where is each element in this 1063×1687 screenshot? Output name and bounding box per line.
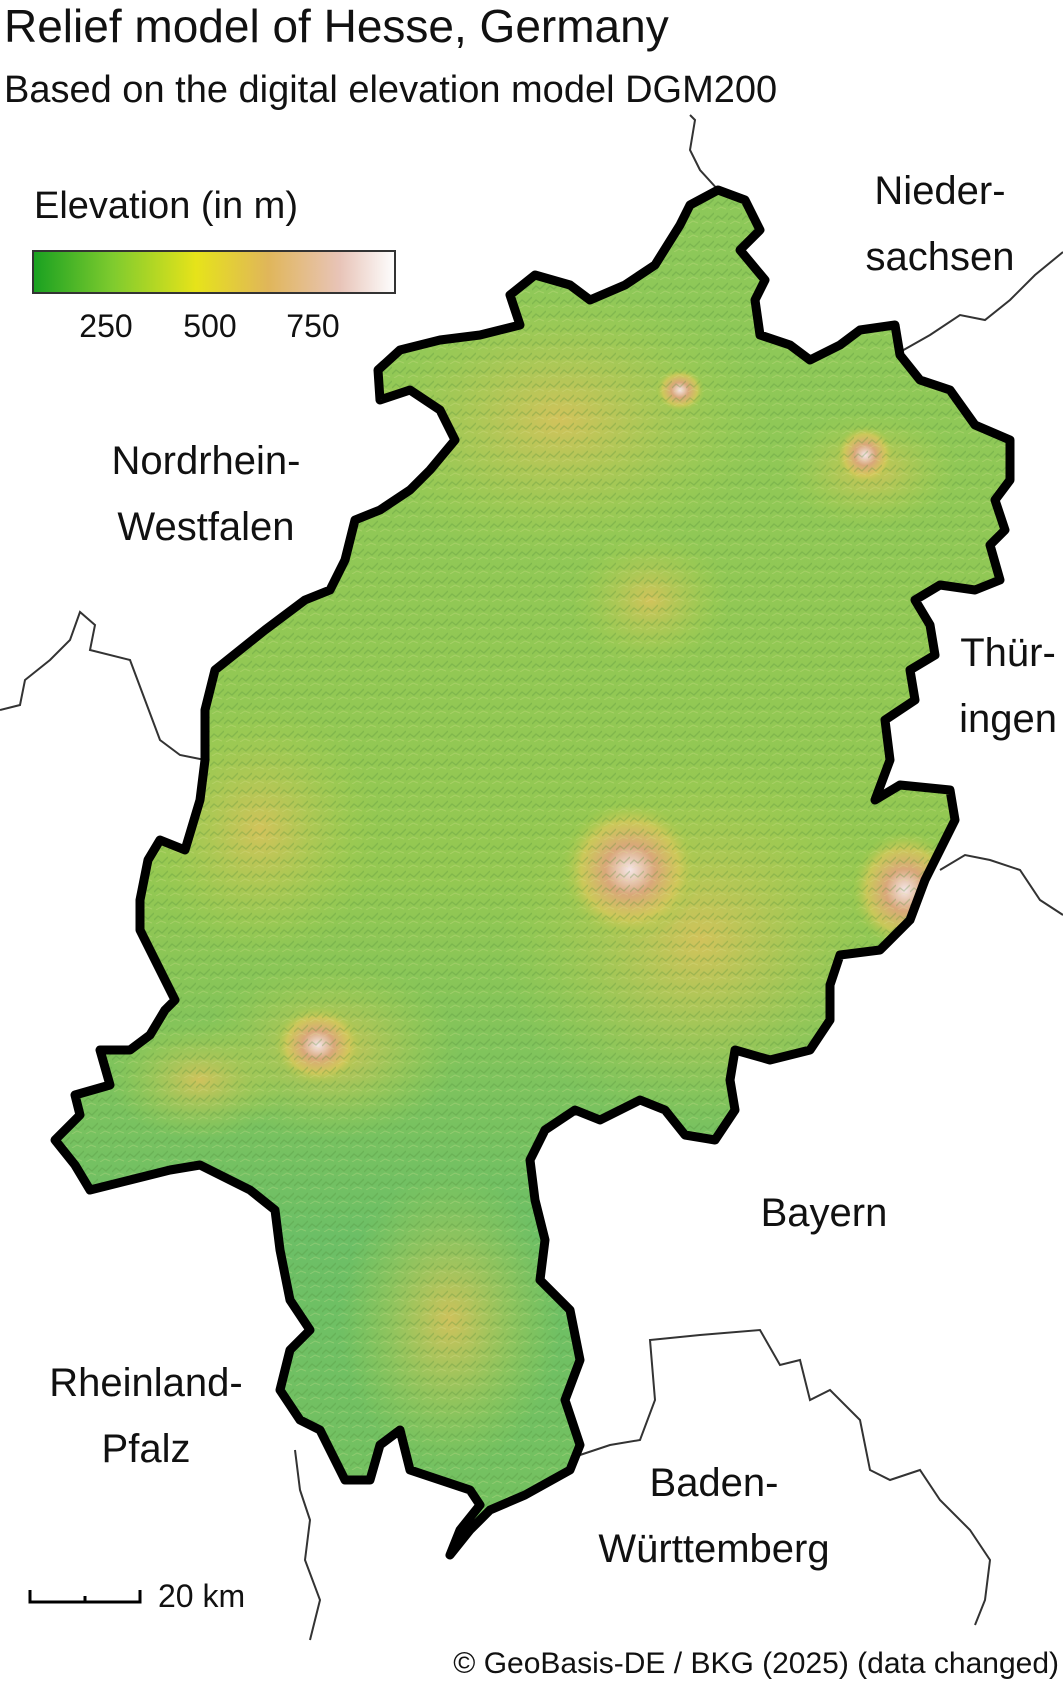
region-label-bayern: Bayern — [761, 1180, 888, 1246]
region-label-baden-wuerttemberg: Baden- Württemberg — [598, 1450, 829, 1582]
map-title: Relief model of Hesse, Germany — [4, 0, 669, 52]
legend-tick-250: 250 — [79, 308, 133, 344]
legend-title: Elevation (in m) — [34, 185, 298, 227]
copyright-credit: © GeoBasis-DE / BKG (2025) (data changed… — [453, 1647, 1059, 1680]
region-label-thueringen: Thür- ingen — [959, 620, 1057, 752]
region-label-line: Württemberg — [598, 1527, 830, 1571]
region-label-line: Nordrhein- — [111, 439, 301, 483]
neighbor-borders — [0, 114, 1063, 1641]
region-label-line: sachsen — [865, 235, 1015, 279]
scale-bar-label: 20 km — [158, 1578, 246, 1614]
legend-tick-750: 750 — [286, 308, 340, 344]
map-subtitle: Based on the digital elevation model DGM… — [4, 69, 778, 111]
scale-bar — [28, 1590, 142, 1604]
region-label-line: Thür- — [960, 631, 1056, 675]
region-label-line: Rheinland- — [49, 1361, 243, 1405]
region-label-niedersachsen: Nieder- sachsen — [866, 158, 1015, 290]
region-label-line: Westfalen — [117, 505, 295, 549]
region-label-line: Pfalz — [101, 1427, 191, 1471]
region-label-rheinland-pfalz: Rheinland- Pfalz — [49, 1350, 242, 1482]
region-label-line: ingen — [959, 697, 1057, 741]
legend-tick-500: 500 — [183, 308, 237, 344]
elevation-color-bar — [32, 250, 396, 294]
region-label-nordrhein-westfalen: Nordrhein- Westfalen — [112, 428, 301, 560]
region-label-line: Bayern — [760, 1191, 888, 1235]
region-label-line: Baden- — [649, 1461, 779, 1505]
region-label-line: Nieder- — [874, 169, 1006, 213]
